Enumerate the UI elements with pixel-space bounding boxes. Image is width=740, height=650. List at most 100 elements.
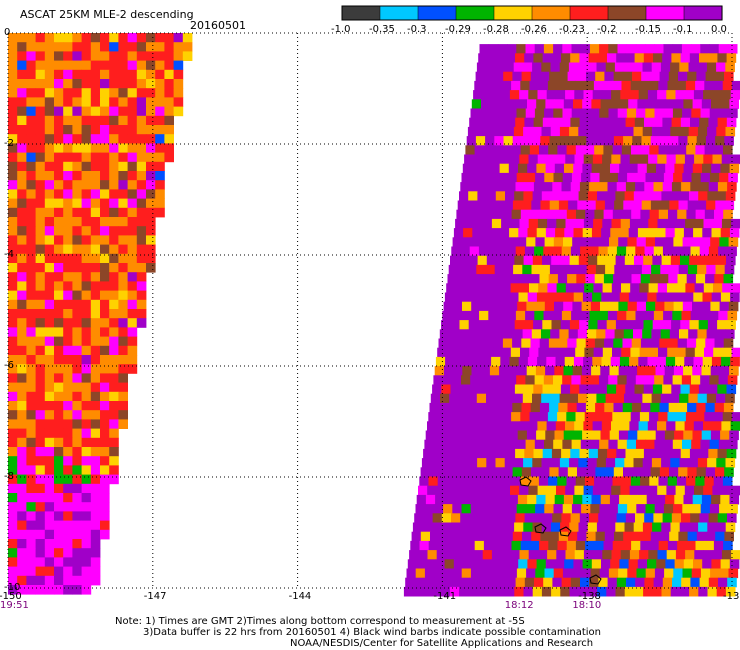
heatmap-cell [524,53,534,63]
heatmap-cell [710,301,720,312]
heatmap-cell [669,264,680,275]
heatmap-cell [72,171,82,181]
heatmap-cell [486,393,496,404]
heatmap-cell [100,125,110,135]
heatmap-cell [682,301,693,312]
heatmap-cell [54,299,64,310]
heatmap-cell [545,228,556,238]
heatmap-cell [118,299,128,310]
heatmap-cell [586,467,596,477]
heatmap-cell [17,355,27,365]
heatmap-cell [512,338,522,349]
heatmap-cell [532,393,542,404]
heatmap-cell [127,207,138,218]
heatmap-cell [100,493,110,503]
heatmap-cell [553,504,564,514]
heatmap-cell [603,145,613,155]
heatmap-cell [716,586,727,597]
heatmap-cell [726,384,737,395]
heatmap-cell [477,458,487,468]
heatmap-cell [26,180,36,190]
heatmap-cell [495,62,505,73]
heatmap-cell [464,283,475,293]
heatmap-cell [26,42,36,52]
colorbar-segment [569,5,609,21]
heatmap-cell [35,373,46,383]
heatmap-cell [675,356,685,367]
heatmap-cell [489,504,499,514]
heatmap-cell [464,347,475,358]
heatmap-cell [671,117,682,128]
heatmap-cell [444,559,455,569]
heatmap-cell [136,180,147,190]
heatmap-cell [638,292,648,303]
heatmap-cell [544,237,555,247]
heatmap-cell [534,439,545,450]
heatmap-cell [437,347,447,358]
heatmap-cell [54,60,64,71]
heatmap-cell [645,568,656,579]
heatmap-cell [691,439,701,450]
heatmap-cell [705,274,715,284]
heatmap-cell [465,145,475,155]
heatmap-cell [637,559,648,569]
heatmap-cell [674,99,684,109]
heatmap-cell [521,402,532,413]
heatmap-cell [164,60,174,71]
heatmap-cell [684,90,695,100]
heatmap-cell [90,447,101,457]
heatmap-cell [35,171,46,181]
heatmap-cell [661,586,672,597]
heatmap-cell [682,108,692,119]
heatmap-cell [620,218,631,229]
heatmap-cell [720,228,731,238]
heatmap-cell [640,209,650,220]
heatmap-cell [590,568,601,579]
heatmap-cell [8,79,18,89]
heatmap-cell [653,53,663,63]
heatmap-cell [432,384,442,395]
heatmap-cell [625,384,635,395]
heatmap-cell [534,108,545,119]
heatmap-cell [532,586,543,597]
heatmap-cell [653,513,663,523]
heatmap-cell [35,115,46,126]
heatmap-cell [723,338,734,349]
heatmap-cell [173,79,184,89]
heatmap-cell [519,283,530,293]
heatmap-cell [584,80,595,91]
heatmap-cell [127,198,138,209]
heatmap-cell [118,42,128,52]
heatmap-cell [482,421,492,431]
heatmap-cell [689,586,699,597]
heatmap-cell [502,476,512,487]
heatmap-cell [625,117,636,128]
heatmap-cell [109,33,119,43]
heatmap-cell [623,200,633,211]
heatmap-cell [680,448,691,459]
heatmap-cell [449,458,460,468]
heatmap-cell [477,522,487,533]
heatmap-cell [626,44,637,54]
heatmap-cell [109,456,119,466]
heatmap-cell [680,117,691,128]
heatmap-cell [644,310,655,321]
heatmap-cell [709,375,719,385]
heatmap-cell [728,108,738,119]
heatmap-cell [679,191,690,201]
heatmap-cell [54,364,64,374]
heatmap-cell [100,336,110,347]
heatmap-cell [527,99,537,109]
heatmap-cell [604,402,614,413]
heatmap-cell [8,226,18,236]
heatmap-cell [127,143,138,153]
heatmap-cell [654,439,664,450]
heatmap-cell [44,281,55,291]
heatmap-cell [702,163,712,174]
colorbar-segment [683,5,723,21]
heatmap-cell [715,136,725,146]
heatmap-cell [618,237,628,247]
heatmap-cell [566,412,576,422]
heatmap-cell [54,97,64,107]
heatmap-cell [495,329,505,339]
